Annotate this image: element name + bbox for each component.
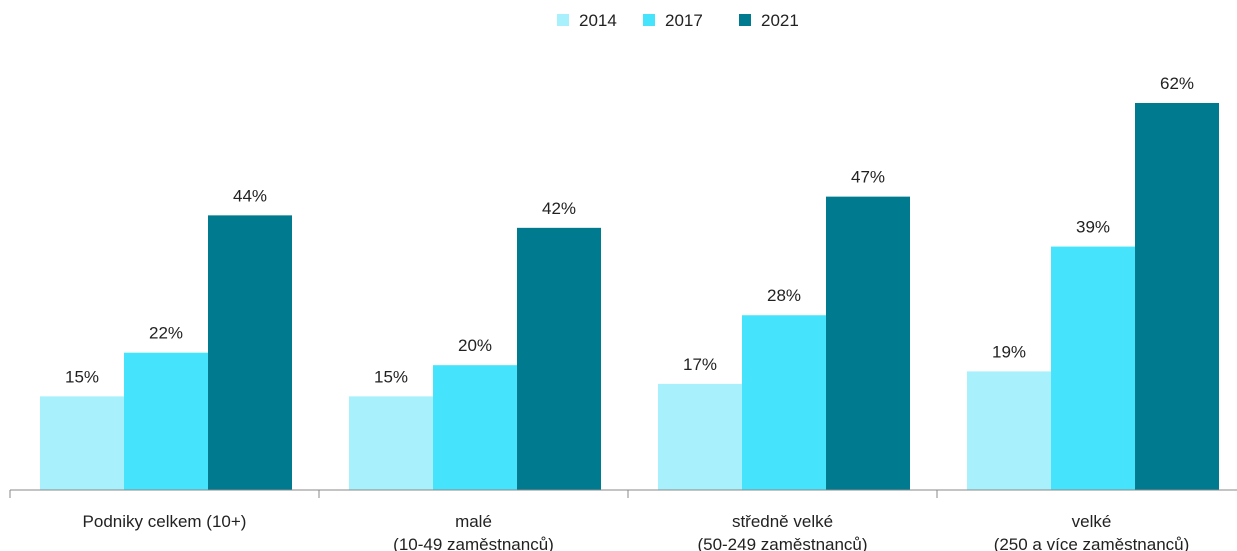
x-tick-label: středně velké [732,512,833,531]
bar [826,196,910,490]
value-label: 62% [1160,74,1194,93]
bar [742,315,826,490]
value-label: 47% [851,168,885,187]
bar [1135,103,1219,490]
value-label: 42% [542,199,576,218]
bar [1051,246,1135,490]
x-tick-label: velké [1072,512,1112,531]
value-label: 15% [374,367,408,386]
legend-swatch [557,14,569,26]
bar [967,371,1051,490]
value-label: 44% [233,186,267,205]
value-label: 17% [683,355,717,374]
bar [349,396,433,490]
value-label: 20% [458,336,492,355]
legend-label: 2014 [579,11,617,30]
value-label: 15% [65,367,99,386]
x-tick-label: malé [455,512,492,531]
bar [124,352,208,490]
x-tick-label: Podniky celkem (10+) [83,512,247,531]
value-label: 28% [767,286,801,305]
legend-label: 2017 [665,11,703,30]
bar [208,215,292,490]
bar [658,383,742,490]
bar [40,396,124,490]
legend-swatch [739,14,751,26]
value-label: 39% [1076,218,1110,237]
legend-swatch [643,14,655,26]
bar [517,227,601,490]
value-label: 19% [992,342,1026,361]
bar [433,365,517,490]
legend-label: 2021 [761,11,799,30]
value-label: 22% [149,324,183,343]
x-tick-label: (10-49 zaměstnanců) [393,535,554,551]
x-tick-label: (250 a více zaměstnanců) [994,535,1190,551]
x-tick-label: (50-249 zaměstnanců) [697,535,867,551]
